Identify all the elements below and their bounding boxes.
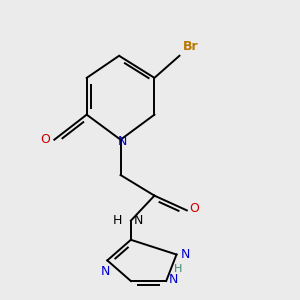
Text: O: O <box>190 202 200 215</box>
Text: N: N <box>117 135 127 148</box>
Text: N: N <box>169 273 178 286</box>
Text: O: O <box>40 133 50 146</box>
Text: N: N <box>181 248 190 261</box>
Text: H: H <box>174 264 182 274</box>
Text: N: N <box>134 214 143 227</box>
Text: Br: Br <box>182 40 198 53</box>
Text: N: N <box>101 265 110 278</box>
Text: H: H <box>113 214 122 227</box>
